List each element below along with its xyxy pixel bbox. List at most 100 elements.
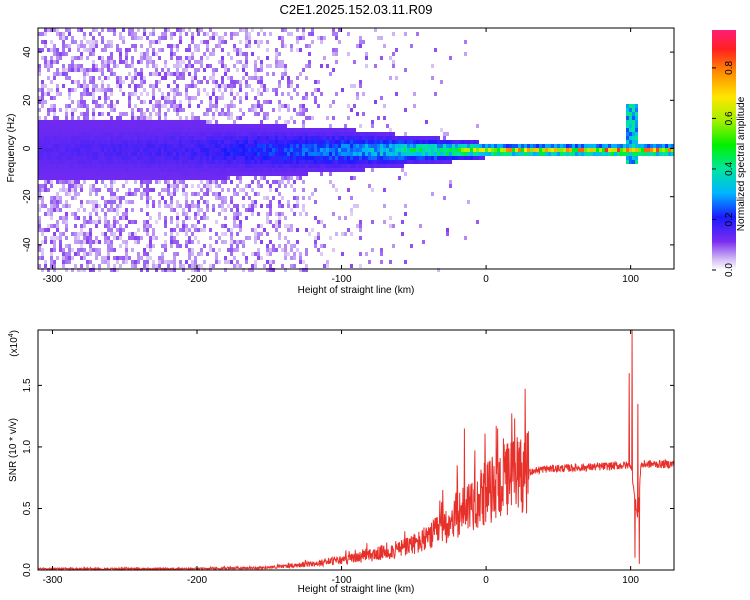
spectrogram-cell [80,268,83,272]
spectrogram-cell [62,232,65,236]
spectrogram-cell [110,200,113,204]
spectrogram-cell [185,232,188,236]
spectrogram-cell [290,48,293,52]
spectrogram-cell [74,128,77,132]
spectrogram-cell [305,152,308,156]
spectrogram-cell [188,104,191,108]
spectrogram-cell [80,96,83,100]
spectrogram-cell [221,144,224,148]
spectrogram-cell [296,140,299,144]
spectrogram-cell [152,156,155,160]
spectrogram-cell [185,192,188,196]
spectrogram-cell [434,152,437,156]
spectrogram-cell [308,116,311,120]
spectrogram-cell [257,232,260,236]
spectrogram-cell [242,268,245,272]
spectrogram-cell [266,164,269,168]
spectrogram-cell [110,208,113,212]
spectrogram-cell [176,184,179,188]
spectrogram-cell [194,152,197,156]
spectrogram-cell [152,96,155,100]
spectrogram-cell [626,128,629,132]
spectrogram-cell [254,264,257,268]
spectrogram-cell [347,132,350,136]
spectrogram-cell [293,120,296,124]
spectrogram-cell [632,148,635,152]
spectrogram-cell [113,104,116,108]
spectrogram-cell [314,96,317,100]
spectrogram-cell [131,248,134,252]
spectrogram-cell [347,116,350,120]
spectrogram-cell [662,144,665,148]
spectrogram-cell [59,208,62,212]
spectrogram-cell [359,220,362,224]
spectrogram-cell [86,264,89,268]
spectrogram-cell [194,176,197,180]
spectrogram-cell [395,76,398,80]
spectrogram-cell [80,44,83,48]
spectrogram-cell [236,140,239,144]
spectrogram-cell [176,232,179,236]
spectrogram-cell [326,264,329,268]
spectrogram-cell [596,148,599,152]
spectrogram-cell [197,176,200,180]
spectrogram-cell [188,84,191,88]
spectrogram-cell [152,40,155,44]
spectrogram-cell [146,140,149,144]
spectrogram-cell [317,168,320,172]
spectrogram-cell [452,144,455,148]
spectrogram-cell [251,268,254,272]
spectrogram-cell [257,192,260,196]
spectrogram-cell [212,80,215,84]
spectrogram-cell [164,244,167,248]
spectrogram-cell [491,148,494,152]
spectrogram-cell [161,168,164,172]
spectrogram-cell [161,128,164,132]
spectrogram-cell [260,144,263,148]
spectrogram-cell [176,76,179,80]
spectrogram-cell [89,40,92,44]
spectrogram-cell [296,36,299,40]
spectrogram-cell [119,112,122,116]
spectrogram-cell [146,156,149,160]
snr-y-scale-note: (x104) [8,330,20,357]
x-tick-label: 0 [483,274,489,285]
spectrogram-cell [299,112,302,116]
spectrogram-cell [236,192,239,196]
spectrogram-cell [125,152,128,156]
spectrogram-cell [53,152,56,156]
spectrogram-cell [128,104,131,108]
spectrogram-cell [266,128,269,132]
spectrogram-cell [575,152,578,156]
spectrogram-cell [38,88,41,92]
spectrogram-cell [395,148,398,152]
spectrogram-cell [338,132,341,136]
spectrogram-cell [89,228,92,232]
spectrogram-cell [158,176,161,180]
spectrogram-cell [317,236,320,240]
spectrogram-cell [122,212,125,216]
spectrogram-cell [50,152,53,156]
spectrogram-cell [173,256,176,260]
spectrogram-cell [341,168,344,172]
spectrogram-cell [218,112,221,116]
spectrogram-cell [320,252,323,256]
spectrogram-cell [65,128,68,132]
spectrogram-cell [629,152,632,156]
spectrogram-cell [356,44,359,48]
spectrogram-cell [68,252,71,256]
spectrogram-cell [227,176,230,180]
spectrogram-cell [125,252,128,256]
spectrogram-cell [140,136,143,140]
spectrogram-cell [56,200,59,204]
spectrogram-cell [131,60,134,64]
spectrogram-cell [104,232,107,236]
spectrogram-cell [110,72,113,76]
spectrogram-cell [146,164,149,168]
spectrogram-cell [380,148,383,152]
spectrogram-cell [263,164,266,168]
spectrogram-cell [461,144,464,148]
spectrogram-cell [89,132,92,136]
spectrogram-cell [128,232,131,236]
spectrogram-cell [392,32,395,36]
